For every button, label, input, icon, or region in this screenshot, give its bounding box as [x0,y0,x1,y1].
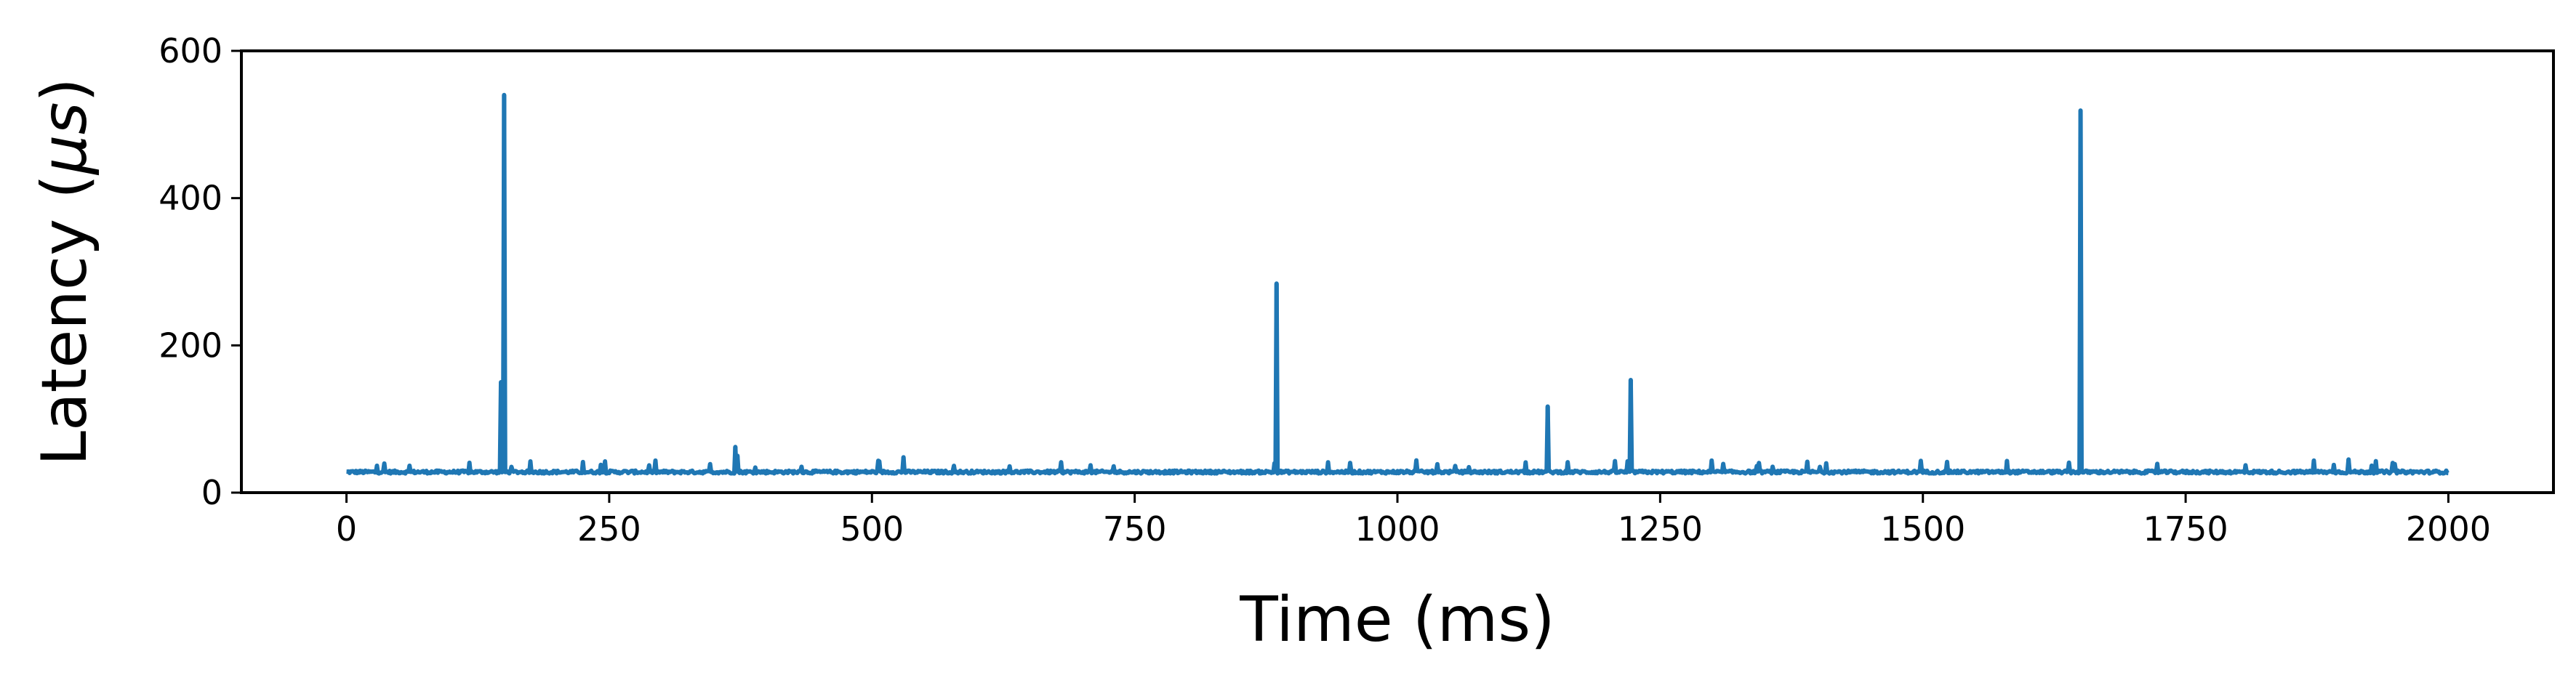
y-axis-label: Latency (μs) [28,78,101,466]
latency-line [345,92,2450,476]
x-tick-label: 1000 [1355,509,1440,549]
y-axis-label-suffix: ) [28,78,101,102]
y-axis-label-unit: s [28,102,101,135]
x-tick-label: 1750 [2143,509,2228,549]
y-axis-label-prefix: Latency ( [28,174,101,466]
y-axis-ticks: 0 200 400 600 [159,31,241,512]
x-tick-label: 0 [336,509,357,549]
plot-area-frame [240,49,2555,494]
series-latency [345,92,2450,476]
x-tick-label: 500 [840,509,904,549]
y-tick-label: 0 [201,473,222,512]
y-tick-label: 400 [159,179,222,218]
x-axis-ticks: 0 250 500 750 1000 1250 1500 1750 2000 [336,493,2491,549]
x-tick-label: 1500 [1880,509,1965,549]
y-tick-label: 200 [159,326,222,365]
x-tick-label: 750 [1103,509,1167,549]
x-axis-label: Time (ms) [1239,583,1555,656]
x-tick-label: 250 [577,509,641,549]
x-tick-label: 2000 [2406,509,2491,549]
y-tick-label: 600 [159,31,222,70]
y-axis-label-mu: μ [28,134,101,176]
x-tick-label: 1250 [1618,509,1703,549]
